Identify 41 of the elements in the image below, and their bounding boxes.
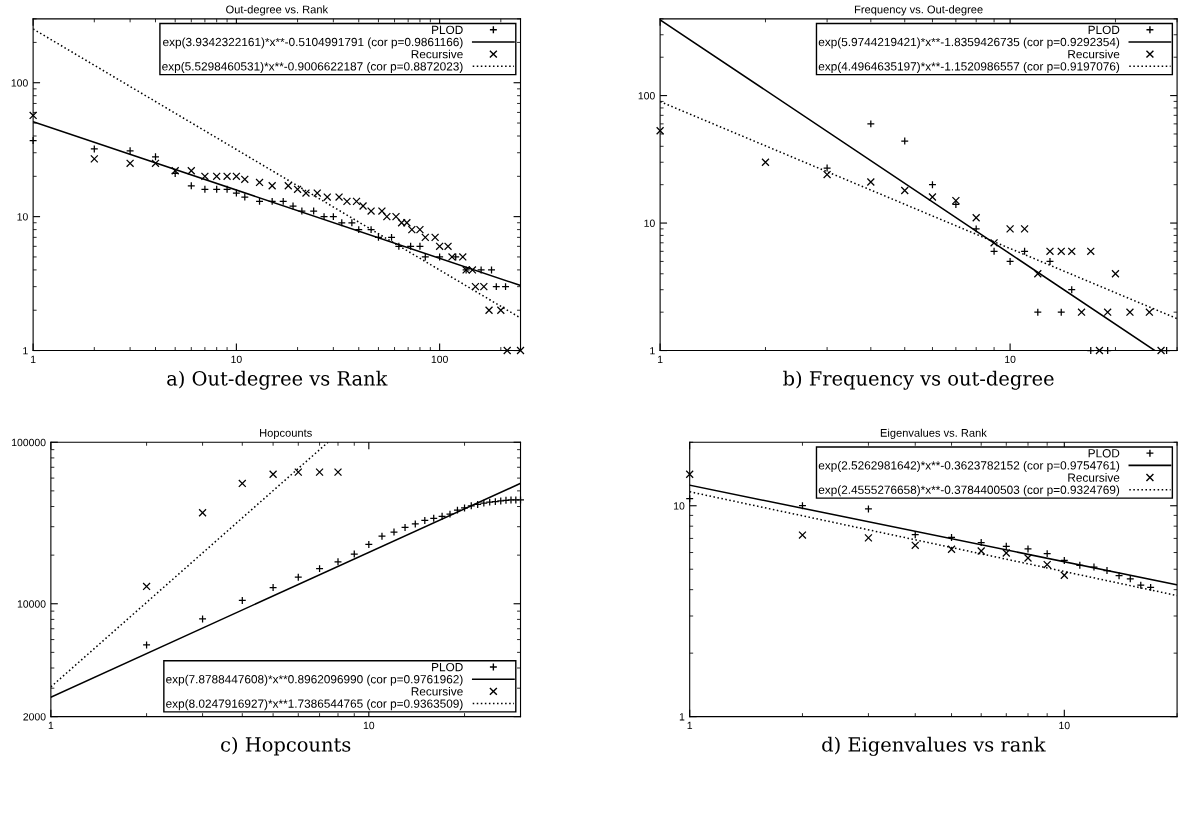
x-tick-label: 100 — [431, 355, 448, 364]
legend-label: exp(7.8788447608)*x**0.8962096990 (cor p=0.9761962) — [166, 674, 463, 686]
chart-title: Out-degree vs. Rank — [226, 5, 329, 16]
legend-label: exp(4.4964635197)*x**-1.1520986557 (cor p=0.9197076) — [818, 61, 1120, 73]
x-axis-title: b) Frequency vs out-degree — [783, 370, 1054, 390]
x-tick-label: 10 — [363, 721, 375, 730]
chart-title: Hopcounts — [260, 429, 312, 440]
x-axis-title: d) Eigenvalues vs rank — [822, 736, 1046, 756]
legend-label: exp(3.9342322161)*x**-0.5104991791 (cor p=0.9861166) — [163, 37, 463, 49]
y-tick-label: 100 — [11, 79, 28, 87]
legend-label: exp(5.5298460531)*x**-0.9006622187 (cor p=0.8872023) — [162, 61, 463, 73]
legend-label: Recursive — [1068, 49, 1120, 59]
legend-label: Recursive — [411, 686, 463, 696]
chart-title: Eigenvalues vs. Rank — [880, 428, 987, 440]
legend-label: Recursive — [411, 49, 463, 59]
y-tick-label: 10000 — [17, 600, 46, 608]
x-tick-label: 10 — [1005, 355, 1016, 364]
legend-label: exp(5.9744219421)*x**-1.8359426735 (cor p=0.9292354) — [818, 37, 1120, 49]
y-tick-label: 10 — [644, 219, 655, 227]
x-tick-label: 1 — [48, 721, 54, 730]
x-tick-label: 10 — [231, 355, 242, 364]
y-tick-label: 1 — [650, 347, 655, 355]
legend-label: PLOD — [432, 662, 463, 672]
x-axis-title: a) Out-degree vs Rank — [167, 370, 388, 390]
legend-label: exp(2.5262981642)*x**-0.3623782152 (cor p=0.9754761) — [818, 460, 1120, 472]
legend-label: PLOD — [1088, 25, 1120, 34]
y-tick-label: 100 — [638, 92, 655, 100]
y-tick-label: 10 — [17, 213, 28, 221]
x-axis-title: c) Hopcounts — [221, 736, 351, 756]
legend-label: Recursive — [1068, 473, 1120, 482]
legend-label: PLOD — [432, 25, 463, 34]
chart-title: Frequency vs. Out-degree — [854, 5, 983, 16]
x-tick-label: 10 — [1059, 721, 1070, 730]
x-tick-label: 1 — [687, 721, 693, 730]
x-tick-label: 1 — [658, 355, 663, 363]
y-tick-label: 100000 — [12, 438, 46, 447]
y-tick-label: 2000 — [23, 713, 46, 721]
legend-label: exp(2.4555276658)*x**-0.3784400503 (cor p=0.9324769) — [818, 485, 1120, 497]
legend-label: exp(8.0247916927)*x**1.7386544765 (cor p=0.9363509) — [166, 699, 463, 711]
y-tick-label: 1 — [23, 347, 28, 355]
legend-label: PLOD — [1088, 449, 1120, 458]
